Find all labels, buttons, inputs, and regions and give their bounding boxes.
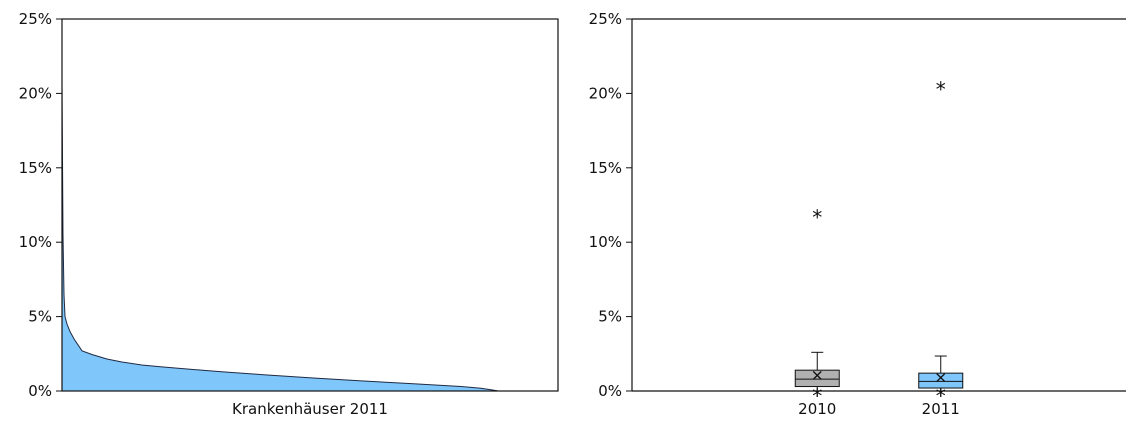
y-tick-label: 5% (598, 308, 622, 326)
box-iqr (794, 369, 840, 388)
outlier-point: * (936, 77, 946, 101)
box-axes (631, 18, 1126, 392)
box-iqr (918, 372, 964, 389)
box-2011: ** (918, 77, 964, 408)
y-tick-label: 25% (589, 10, 622, 28)
y-tick-label: 15% (19, 159, 52, 177)
y-tick-label: 25% (19, 10, 52, 28)
box-plot: 0%5%10%15%20%25% **** 2010 2011 (589, 10, 1126, 418)
area-chart: 0% 5% 10% 15% 20% 25% Krankenhäuser 2011 (19, 10, 559, 418)
x-axis-categories: 2010 2011 (798, 391, 960, 418)
y-axis-right: 0% 5% 10% 15% 20% 25% (589, 10, 632, 400)
box-2010: ** (794, 205, 840, 408)
y-tick-label: 10% (19, 233, 52, 251)
plot-frame (61, 18, 559, 392)
y-tick-label: 15% (589, 159, 622, 177)
y-tick-label: 20% (19, 84, 52, 102)
x-tick-label: 2010 (798, 400, 836, 418)
mean-marker (936, 373, 946, 383)
mean-marker (812, 370, 822, 380)
y-tick-label: 0% (598, 382, 622, 400)
y-tick-label: 10% (589, 233, 622, 251)
area-series (61, 84, 499, 392)
y-tick-label: 0% (28, 382, 52, 400)
y-tick-label: 20% (589, 84, 622, 102)
x-axis-label: Krankenhäuser 2011 (232, 400, 388, 418)
y-axis-left: 0% 5% 10% 15% 20% 25% (19, 10, 62, 400)
outlier-point: * (812, 205, 822, 229)
y-tick-label: 5% (28, 308, 52, 326)
box-marks: **** (794, 77, 964, 408)
x-tick-label: 2011 (922, 400, 960, 418)
